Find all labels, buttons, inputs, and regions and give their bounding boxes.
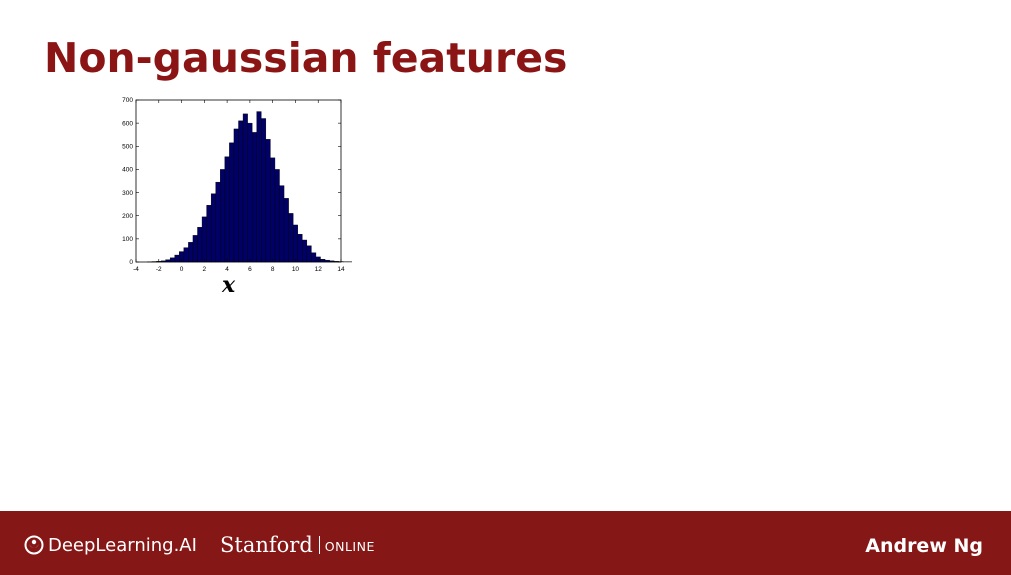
- y-tick-label: 600: [122, 120, 133, 127]
- x-tick-label: 2: [203, 266, 207, 273]
- histogram-bar: [283, 198, 289, 263]
- histogram-bar: [265, 139, 271, 263]
- histogram-bar: [238, 120, 244, 263]
- author-name: Andrew Ng: [865, 535, 983, 557]
- slide-title: Non-gaussian features: [44, 34, 568, 82]
- histogram-bar: [183, 247, 189, 263]
- x-tick-label: 6: [248, 266, 252, 273]
- x-tick-label: -2: [156, 266, 162, 273]
- y-tick-label: 300: [122, 190, 133, 197]
- y-tick-label: 200: [122, 213, 133, 220]
- histogram-bar: [192, 235, 198, 263]
- histogram-bars: [147, 111, 352, 263]
- y-tick-label: 100: [122, 236, 133, 243]
- histogram-bar: [229, 142, 235, 263]
- stanford-online-brand: Stanford ONLINE: [220, 533, 375, 557]
- histogram-bar: [251, 132, 257, 263]
- histogram-bar: [261, 118, 267, 263]
- histogram-bar: [279, 185, 285, 263]
- histogram-bar: [242, 113, 248, 263]
- histogram-bar: [215, 181, 221, 263]
- y-tick-label: 700: [122, 97, 133, 104]
- histogram-bar: [274, 169, 280, 263]
- online-brand-text: ONLINE: [324, 539, 375, 554]
- histogram-bar: [233, 128, 239, 263]
- histogram-bar: [297, 234, 303, 263]
- x-tick-label: 4: [225, 266, 229, 273]
- histogram-bar: [247, 122, 253, 263]
- deeplearning-brand-text: DeepLearning.AI: [48, 534, 197, 556]
- histogram-bar: [306, 245, 312, 263]
- x-tick-label: 14: [337, 266, 345, 273]
- histogram-bar: [188, 242, 194, 263]
- histogram-bar: [311, 252, 317, 263]
- y-tick-label: 500: [122, 143, 133, 150]
- histogram-bar: [197, 227, 203, 263]
- plot-frame: [135, 99, 342, 263]
- x-axis-variable-label: x: [222, 272, 236, 298]
- deeplearning-brand: DeepLearning.AI: [24, 533, 197, 557]
- brand-divider: [318, 536, 320, 554]
- histogram-bar: [210, 193, 216, 263]
- histogram-bar: [270, 157, 276, 263]
- y-tick-label: 400: [122, 167, 133, 174]
- footer-bar: DeepLearning.AI Stanford ONLINE Andrew N…: [0, 511, 1011, 575]
- deeplearning-logo-icon: [24, 535, 44, 555]
- histogram-bar: [224, 156, 230, 263]
- histogram-bar: [201, 216, 207, 263]
- histogram-bar: [320, 259, 326, 263]
- x-tick-label: -4: [133, 266, 139, 273]
- histogram-bar: [220, 169, 226, 263]
- stanford-brand-text: Stanford: [220, 533, 313, 557]
- histogram-bar: [256, 111, 262, 263]
- histogram-bar: [206, 205, 212, 263]
- axis-ticks: -4 -2 0 2 4 6 8 10 12 14 0 100 200 300 400 500 600 700: [122, 97, 345, 273]
- histogram-chart: -4 -2 0 2 4 6 8 10 12 14 0 100 200 300 400 500 600 700: [122, 97, 352, 273]
- x-tick-label: 0: [180, 266, 184, 273]
- histogram-bar: [169, 257, 175, 263]
- x-tick-label: 8: [271, 266, 275, 273]
- histogram-bar: [288, 213, 294, 263]
- x-tick-label: 12: [315, 266, 323, 273]
- x-tick-label: 10: [292, 266, 300, 273]
- histogram-bar: [174, 254, 180, 263]
- y-tick-label: 0: [129, 259, 133, 266]
- histogram-bar: [292, 224, 298, 263]
- histogram-bar: [302, 239, 308, 263]
